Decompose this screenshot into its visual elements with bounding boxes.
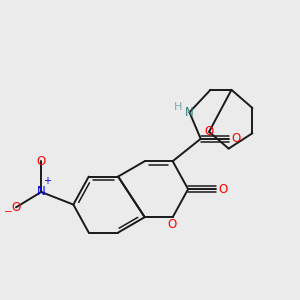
Text: O: O: [204, 125, 214, 138]
Text: N: N: [185, 106, 194, 119]
Text: N: N: [37, 185, 46, 199]
Text: O: O: [218, 183, 228, 196]
Text: +: +: [43, 176, 51, 186]
Text: O: O: [37, 155, 46, 168]
Text: −: −: [4, 207, 13, 217]
Text: O: O: [11, 201, 21, 214]
Text: O: O: [231, 132, 240, 145]
Text: H: H: [174, 102, 182, 112]
Text: O: O: [168, 218, 177, 232]
